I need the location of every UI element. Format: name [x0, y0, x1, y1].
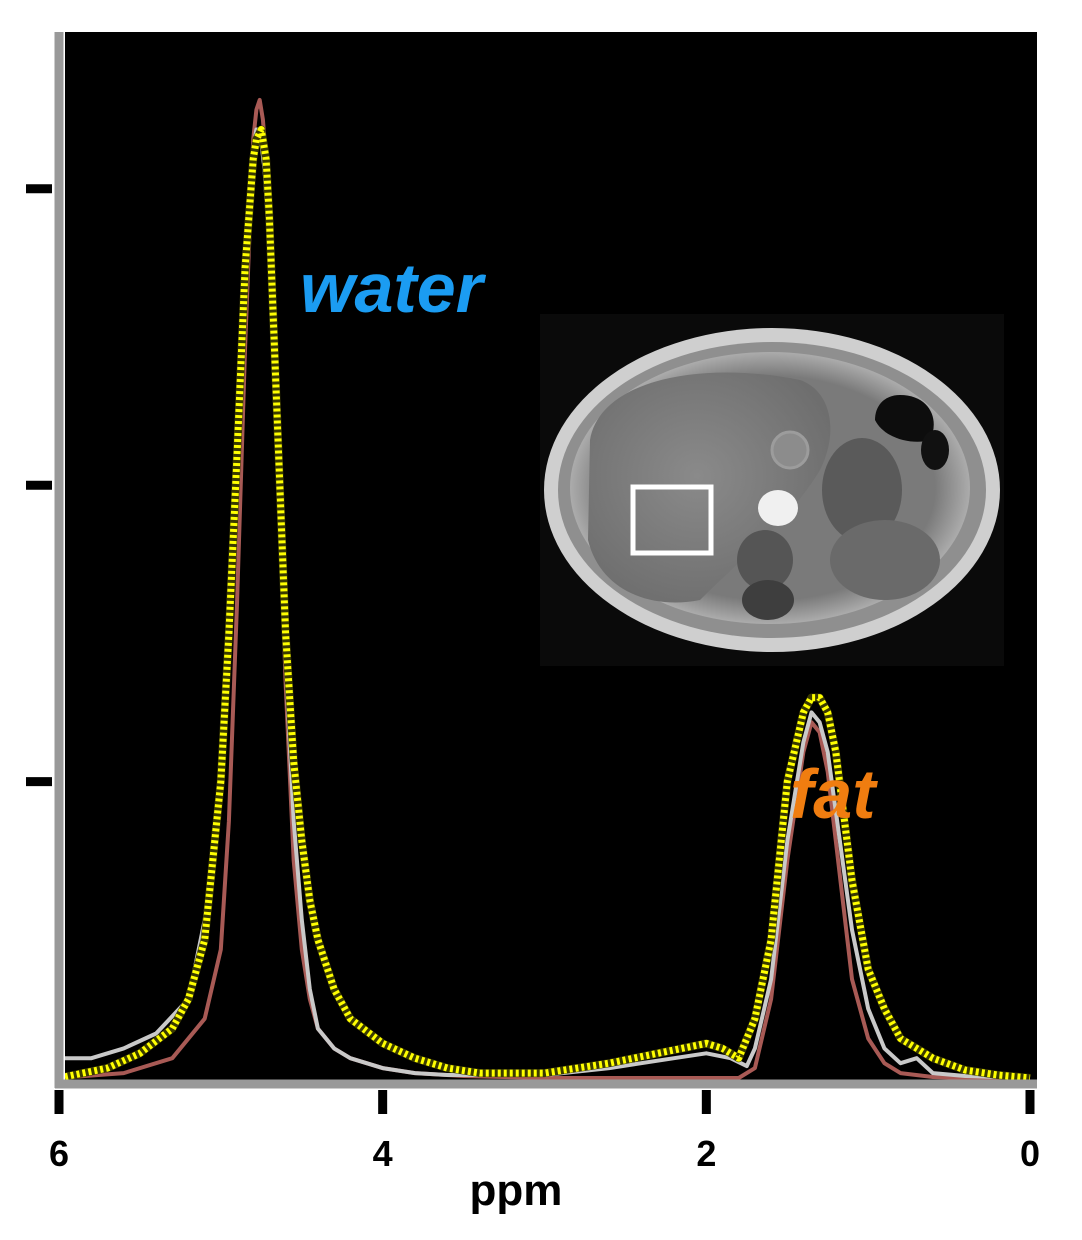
x-ticks: 6 4 2 0	[49, 1090, 1040, 1174]
x-tick-label-6: 6	[49, 1133, 69, 1174]
series-layer	[65, 97, 1031, 1082]
fat-label: fat	[790, 755, 878, 833]
x-tick-label-4: 4	[373, 1133, 393, 1174]
series-0-shadow	[65, 125, 1031, 1082]
roi-box	[630, 484, 714, 556]
x-tick-label-2: 2	[696, 1133, 716, 1174]
mri-inset-image	[540, 314, 1004, 666]
water-label: water	[300, 249, 487, 327]
x-axis-title: ppm	[470, 1166, 563, 1215]
y-ticks	[26, 184, 52, 787]
x-tick-label-0: 0	[1020, 1133, 1040, 1174]
